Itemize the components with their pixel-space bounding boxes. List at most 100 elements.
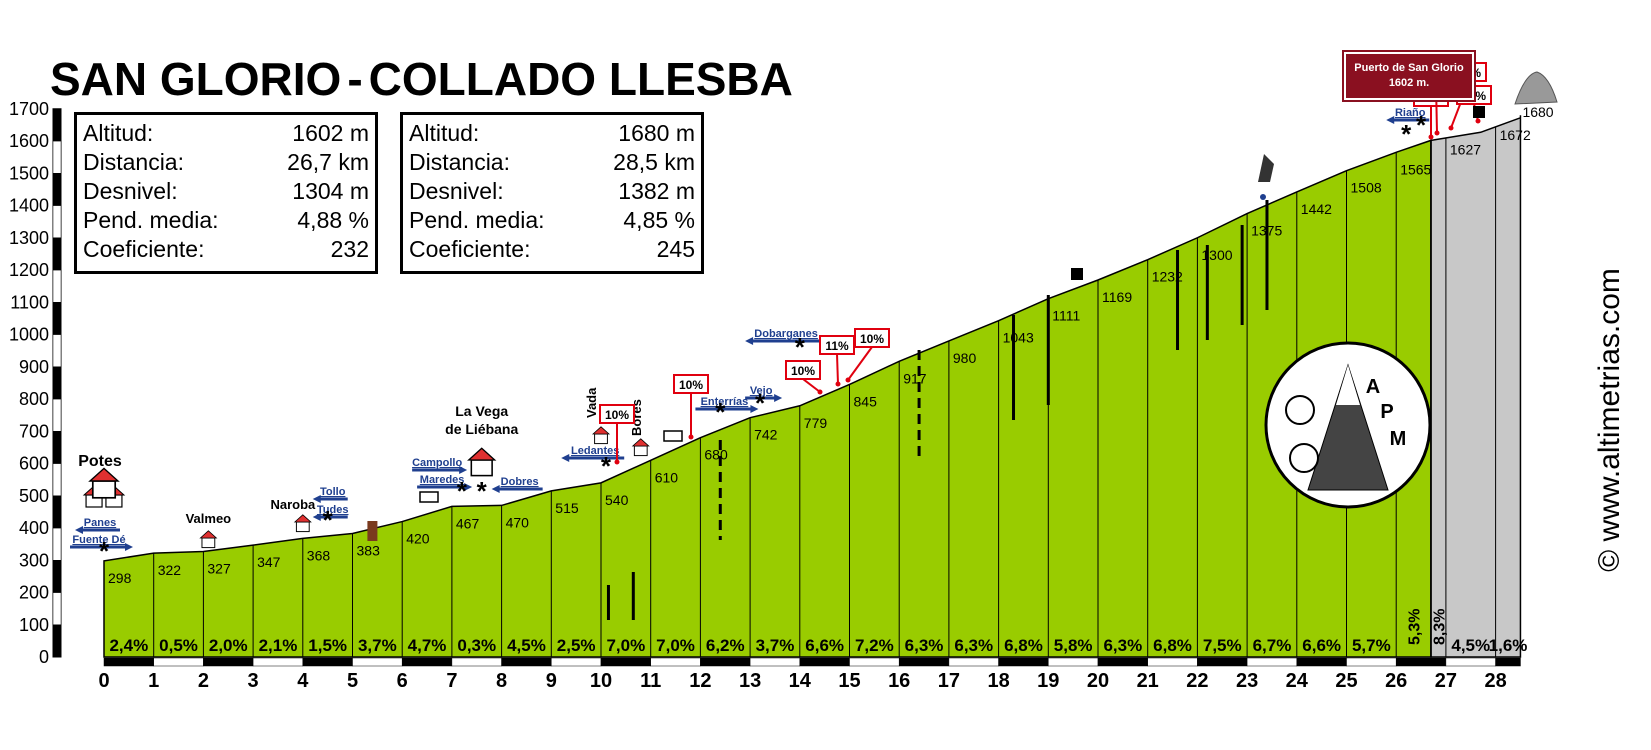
stats-row: Desnivel: 1382 m [409, 177, 695, 206]
place-name: La Vega [455, 403, 508, 419]
y-axis-ruler-segment [52, 527, 62, 561]
ramp-pointer-tip [835, 381, 841, 387]
ramp-pointer-tip [1475, 118, 1481, 124]
x-tick-label: 25 [1335, 670, 1357, 692]
stats-label: Altitud: [409, 120, 480, 146]
junction-arrow-head [750, 405, 759, 413]
altitude-label: 1169 [1102, 289, 1132, 305]
gradient-label: 6,7% [1253, 636, 1292, 655]
y-tick-label: 1300 [9, 228, 49, 248]
junction-arrow: Ledantes [561, 445, 625, 462]
altitude-label: 327 [207, 561, 231, 577]
y-axis-ruler-segment [52, 140, 62, 174]
x-tick-label: 18 [987, 670, 1009, 692]
crossroad-asterisk: * [457, 476, 468, 506]
house-wall [201, 537, 216, 549]
altitude-label: 383 [357, 542, 381, 558]
y-tick-label: 900 [19, 357, 49, 377]
junction-label: Tollo [320, 486, 346, 498]
stats-value: 245 [656, 236, 695, 262]
x-axis-ruler-segment [103, 657, 154, 667]
gradient-label: 3,7% [358, 636, 397, 655]
y-axis-ruler-segment [52, 560, 62, 593]
x-tick-label: 21 [1137, 670, 1159, 692]
junction-arrow-head [312, 495, 321, 503]
y-tick-label: 1700 [9, 99, 49, 119]
junction-arrow-head [491, 485, 500, 493]
building-icon [419, 491, 439, 503]
x-tick-label: 4 [297, 670, 309, 692]
junction-arrow: Vejo [745, 385, 783, 402]
y-axis-ruler-segment [52, 269, 62, 303]
x-tick-label: 27 [1435, 670, 1457, 692]
village-icon [467, 447, 497, 477]
x-axis-ruler-segment [1246, 657, 1298, 667]
junction-label: Fuente Dé [72, 534, 125, 546]
y-axis-ruler-segment [52, 624, 62, 658]
stats-row: Distancia: 28,5 km [409, 148, 695, 177]
crossroad-asterisk: * [1416, 110, 1427, 140]
ramp-label: 10% [791, 364, 815, 378]
gradient-label: 2,5% [557, 636, 596, 655]
ramp-callout: 10% [599, 404, 635, 465]
village-icon [199, 530, 218, 549]
junction-arrow: Dobres [491, 476, 543, 493]
stats-row: Coeficiente: 232 [83, 235, 369, 264]
x-tick-label: 13 [739, 670, 761, 692]
stats-label: Coeficiente: [83, 236, 205, 262]
gradient-label: 7,0% [606, 636, 645, 655]
viewpoint-icon [1260, 194, 1266, 200]
gradient-label: 6,3% [1103, 636, 1142, 655]
altitude-label: 298 [108, 570, 132, 586]
chamois-statue-icon [1258, 154, 1274, 182]
x-tick-label: 2 [198, 670, 209, 692]
x-axis-ruler-segment [749, 657, 801, 667]
x-axis-ruler-segment [650, 657, 701, 667]
y-tick-label: 800 [19, 389, 49, 409]
altitude-label: 322 [158, 562, 182, 578]
logo-letter: M [1390, 428, 1407, 450]
crossroad-asterisk: * [755, 388, 766, 418]
place-name: Valmeo [186, 511, 232, 526]
ramp-label: 10% [679, 378, 703, 392]
x-tick-label: 6 [397, 670, 408, 692]
junction-arrow-head [125, 543, 133, 551]
junction-arrow: Maredes [417, 474, 473, 491]
x-tick-label: 26 [1385, 670, 1407, 692]
title-end: COLLADO LLESBA [368, 53, 793, 105]
altitude-label: 1680 [1522, 104, 1553, 120]
altitude-label: 515 [555, 500, 579, 516]
junction-arrow: Enterrías [695, 396, 759, 413]
gradient-label: 6,8% [1153, 636, 1192, 655]
x-axis-ruler-segment [153, 657, 204, 667]
altitude-label: 980 [953, 350, 977, 366]
gradient-label: 7,5% [1203, 636, 1242, 655]
junction-label: Maredes [420, 474, 465, 486]
x-axis-ruler-segment [600, 657, 651, 667]
mountain-icon [1307, 363, 1389, 491]
village-icon [631, 438, 650, 457]
altitude-label: 347 [257, 554, 281, 570]
x-tick-label: 10 [590, 670, 612, 692]
junction-arrow: Tollo [312, 486, 348, 503]
junction-arrow-head [774, 394, 783, 402]
altitude-label: 917 [903, 370, 927, 386]
x-tick-label: 11 [640, 670, 661, 692]
stats-label: Desnivel: [409, 178, 504, 204]
x-tick-label: 1 [148, 670, 159, 692]
x-axis-ruler-segment [352, 657, 403, 667]
village-icon [293, 514, 312, 533]
house-wall [91, 480, 117, 499]
x-axis-ruler-segment [1147, 657, 1198, 667]
altitude-label: 845 [854, 393, 878, 409]
stats-row: Coeficiente: 245 [409, 235, 695, 264]
stats-row: Distancia: 26,7 km [83, 148, 369, 177]
altitude-label: 1043 [1003, 330, 1034, 346]
junction-arrow-head [75, 526, 83, 534]
junction-label: Dobres [501, 476, 539, 488]
x-tick-label: 14 [789, 670, 812, 692]
gradient-label: 4,5% [1451, 636, 1490, 655]
altitude-label: 1300 [1201, 247, 1232, 263]
x-axis-ruler-segment [1048, 657, 1099, 667]
